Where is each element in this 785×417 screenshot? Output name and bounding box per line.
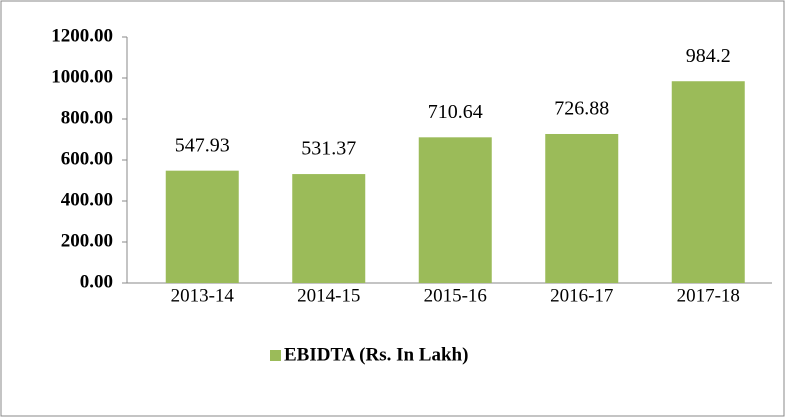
bar — [292, 174, 366, 283]
x-tick-label: 2015-16 — [424, 285, 487, 306]
data-label: 531.37 — [301, 138, 356, 160]
data-label: 547.93 — [175, 134, 230, 156]
x-tick-label: 2013-14 — [171, 285, 235, 306]
y-tick-label: 0.00 — [80, 271, 113, 292]
x-tick-label: 2014-15 — [297, 285, 360, 306]
legend-swatch — [270, 350, 281, 361]
x-tick-label: 2016-17 — [550, 285, 613, 306]
y-tick-label: 1000.00 — [51, 66, 113, 87]
data-label: 726.88 — [554, 98, 609, 120]
bar — [165, 170, 239, 283]
x-tick-label: 2017-18 — [677, 285, 740, 306]
bar — [671, 81, 745, 283]
data-label: 710.64 — [428, 101, 483, 123]
y-tick-label: 200.00 — [61, 230, 113, 251]
y-tick-label: 800.00 — [61, 107, 113, 128]
bar — [418, 137, 492, 283]
data-label: 984.2 — [686, 45, 731, 67]
bar — [545, 133, 619, 283]
y-tick-label: 1200.00 — [51, 25, 113, 46]
legend-label: EBIDTA (Rs. In Lakh) — [284, 344, 468, 365]
y-tick-label: 600.00 — [61, 148, 113, 169]
y-tick-label: 400.00 — [61, 189, 113, 210]
